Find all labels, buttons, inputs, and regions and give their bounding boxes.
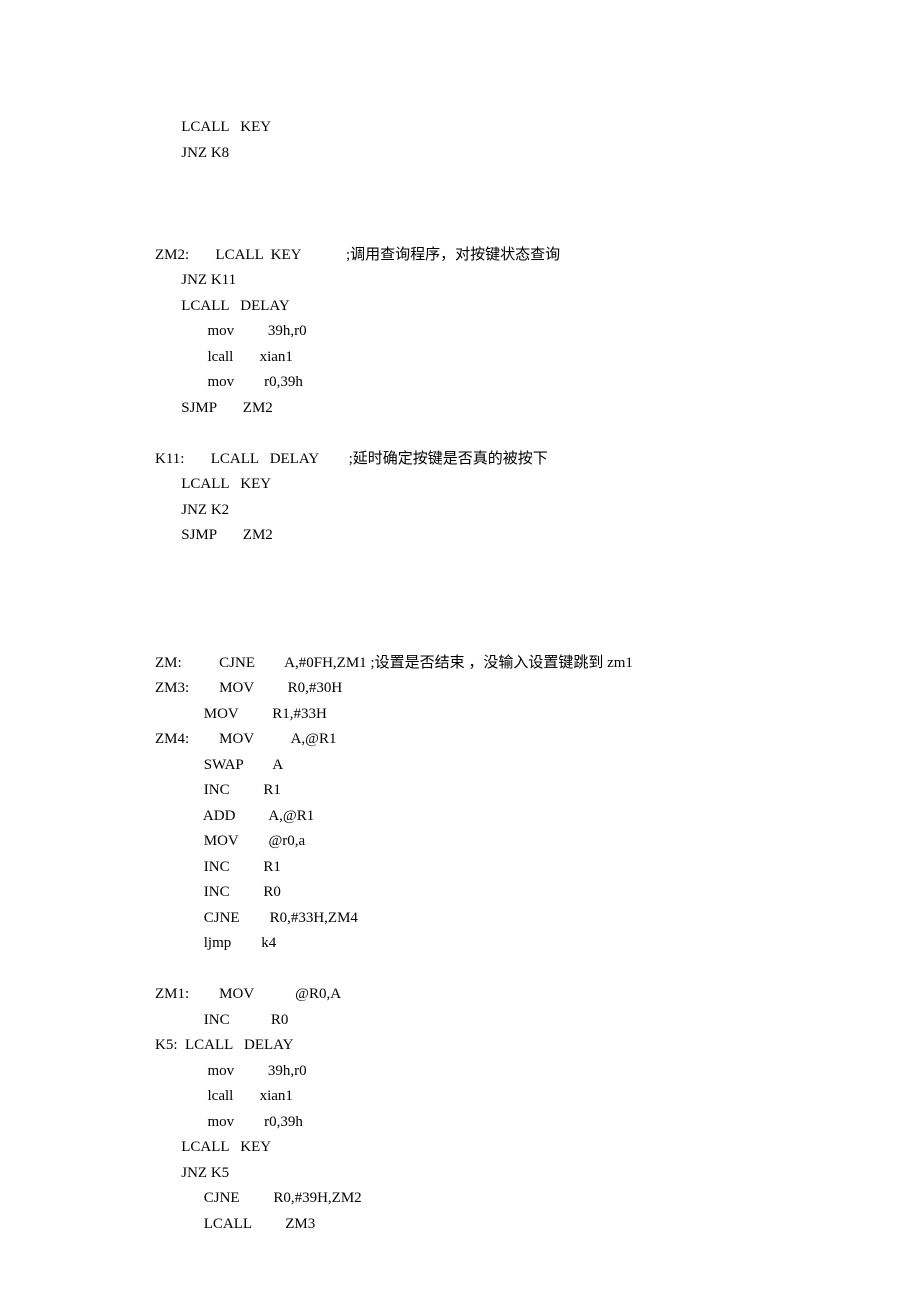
blank-line [155, 957, 770, 983]
code-line: CJNE R0,#33H,ZM4 [155, 906, 770, 932]
code-line: K11: LCALL DELAY ;延时确定按键是否真的被按下 [155, 447, 770, 473]
code-line: ZM3: MOV R0,#30H [155, 676, 770, 702]
code-line: ZM2: LCALL KEY ;调用查询程序，对按键状态查询 [155, 243, 770, 269]
code-line: ZM: CJNE A,#0FH,ZM1 ;设置是否结束 ，没输入设置键跳到 zm… [155, 651, 770, 677]
blank-line [155, 192, 770, 218]
blank-line [155, 574, 770, 600]
code-line: lcall xian1 [155, 345, 770, 371]
blank-line [155, 166, 770, 192]
blank-line [155, 549, 770, 575]
code-line: LCALL KEY [155, 1135, 770, 1161]
blank-line [155, 217, 770, 243]
code-line: K5: LCALL DELAY [155, 1033, 770, 1059]
code-line: INC R1 [155, 855, 770, 881]
code-line: JNZ K8 [155, 141, 770, 167]
code-line: LCALL KEY [155, 472, 770, 498]
code-line: LCALL KEY [155, 115, 770, 141]
code-line: ZM4: MOV A,@R1 [155, 727, 770, 753]
code-line: ADD A,@R1 [155, 804, 770, 830]
code-line: SJMP ZM2 [155, 523, 770, 549]
blank-line [155, 600, 770, 626]
code-line: INC R0 [155, 880, 770, 906]
code-line: ljmp k4 [155, 931, 770, 957]
code-line: JNZ K11 [155, 268, 770, 294]
code-line: JNZ K5 [155, 1161, 770, 1187]
code-line: LCALL ZM3 [155, 1212, 770, 1238]
code-line: LCALL DELAY [155, 294, 770, 320]
code-line: SJMP ZM2 [155, 396, 770, 422]
code-line: CJNE R0,#39H,ZM2 [155, 1186, 770, 1212]
code-line: mov 39h,r0 [155, 1059, 770, 1085]
blank-line [155, 625, 770, 651]
code-line: SWAP A [155, 753, 770, 779]
code-line: lcall xian1 [155, 1084, 770, 1110]
code-line: ZM1: MOV @R0,A [155, 982, 770, 1008]
code-line: mov r0,39h [155, 370, 770, 396]
blank-line [155, 421, 770, 447]
code-line: JNZ K2 [155, 498, 770, 524]
code-line: INC R1 [155, 778, 770, 804]
code-line: MOV @r0,a [155, 829, 770, 855]
code-document: LCALL KEY JNZ K8 ZM2: LCALL KEY ;调用查询程序，对… [155, 115, 770, 1237]
code-line: MOV R1,#33H [155, 702, 770, 728]
code-line: mov 39h,r0 [155, 319, 770, 345]
code-line: INC R0 [155, 1008, 770, 1034]
code-line: mov r0,39h [155, 1110, 770, 1136]
